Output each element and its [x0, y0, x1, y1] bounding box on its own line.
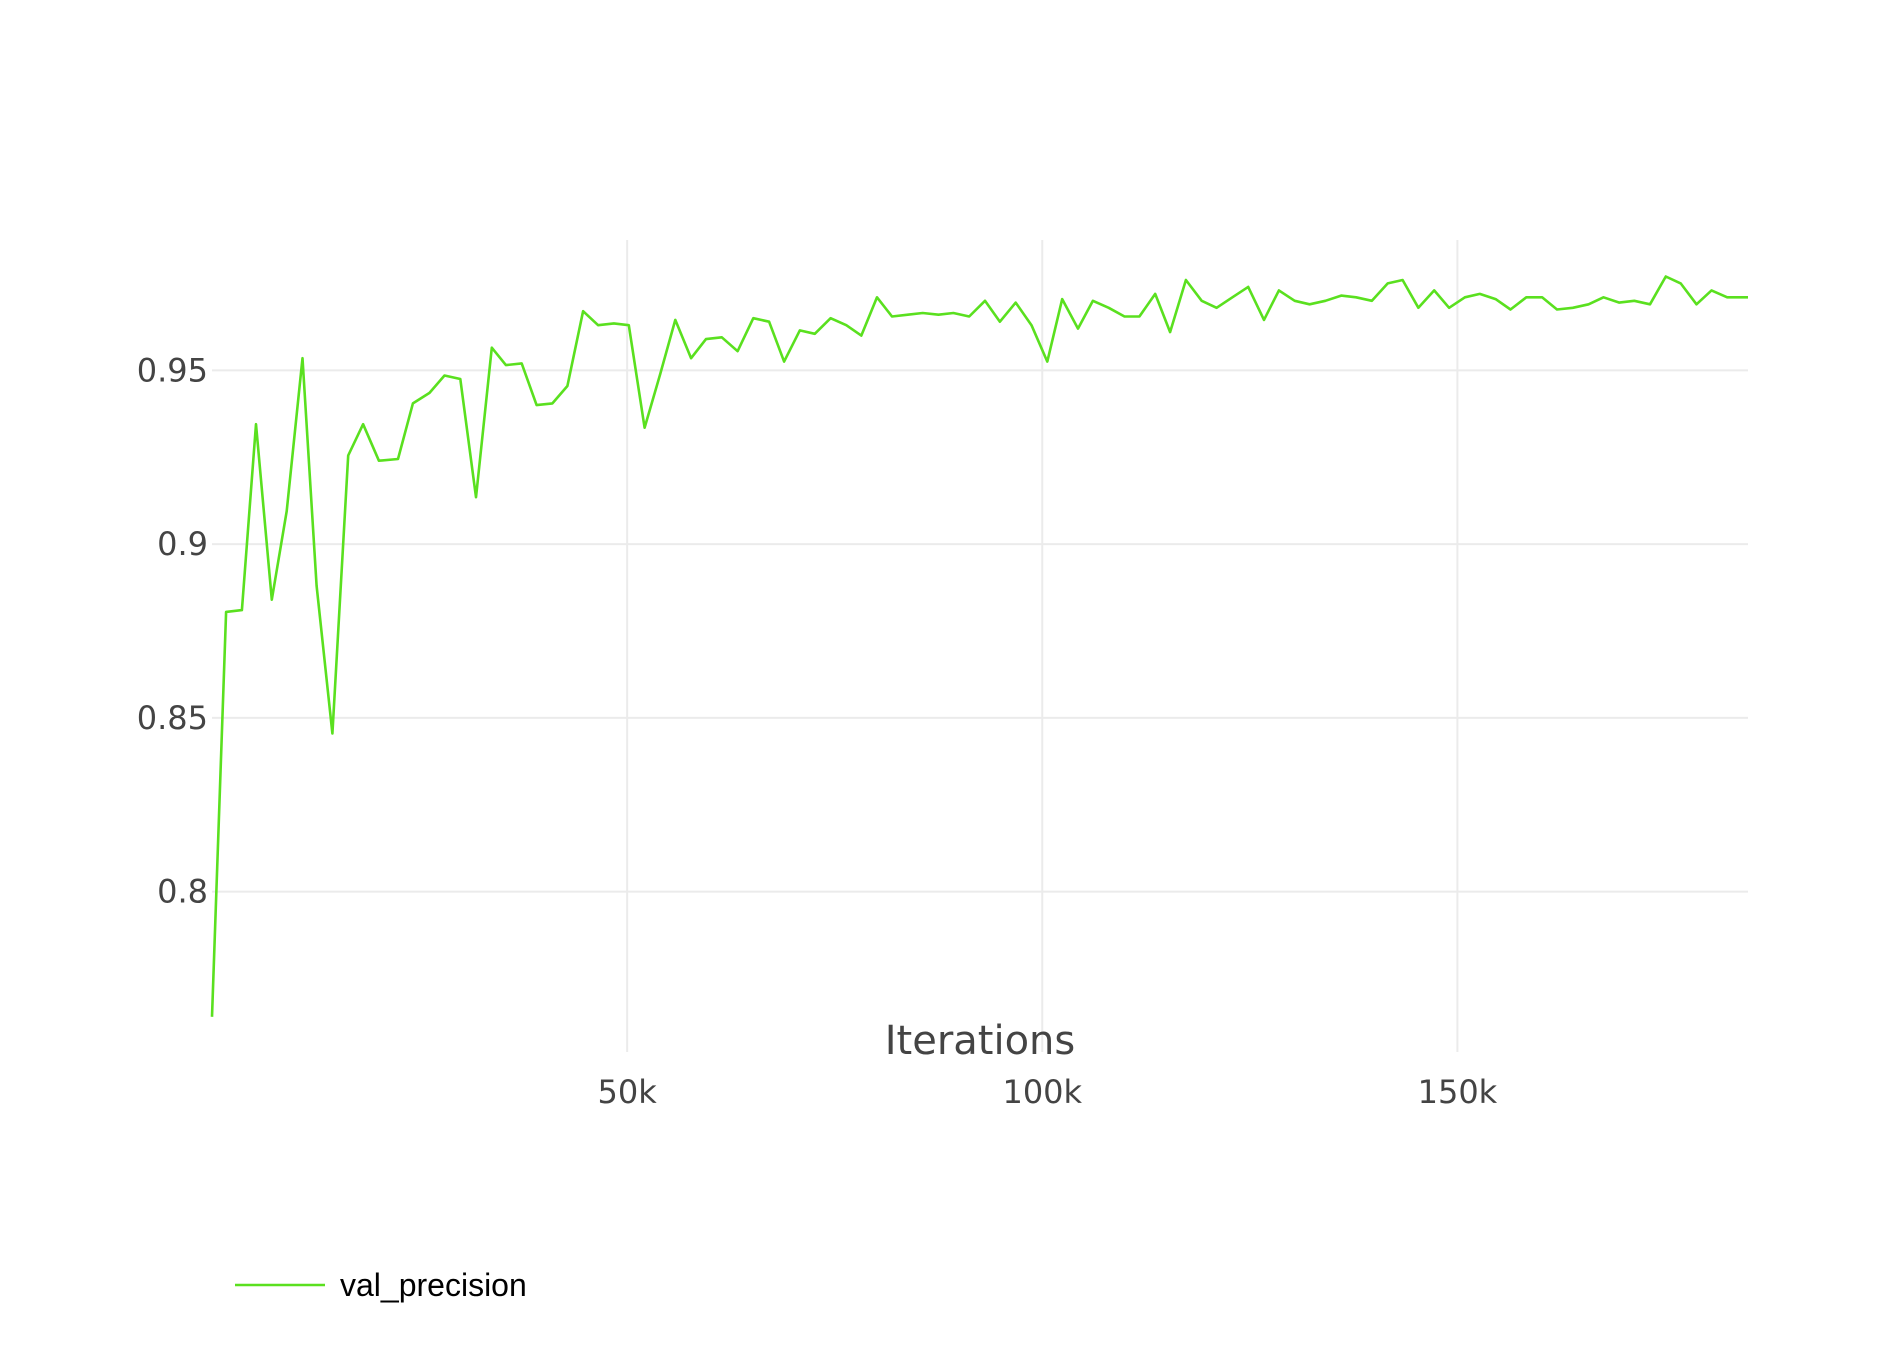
series-line-val-precision	[210, 275, 1748, 1017]
x-axis-title: Iterations	[885, 1018, 1076, 1064]
legend-label[interactable]: val_precision	[340, 1267, 527, 1303]
y-tick-label: 0.95	[137, 351, 208, 389]
series-layer	[210, 275, 1748, 1017]
gridlines	[212, 240, 1748, 1052]
y-axis-ticks: 0.8 0.85 0.9 0.95	[137, 351, 208, 910]
x-tick-label: 150k	[1418, 1073, 1498, 1111]
y-tick-label: 0.85	[137, 699, 208, 737]
y-tick-label: 0.9	[157, 525, 208, 563]
y-tick-label: 0.8	[157, 873, 208, 911]
x-tick-label: 100k	[1002, 1073, 1082, 1111]
x-axis-ticks: 50k 100k 150k	[598, 1073, 1498, 1111]
legend[interactable]: val_precision	[235, 1267, 527, 1303]
x-tick-label: 50k	[598, 1073, 658, 1111]
